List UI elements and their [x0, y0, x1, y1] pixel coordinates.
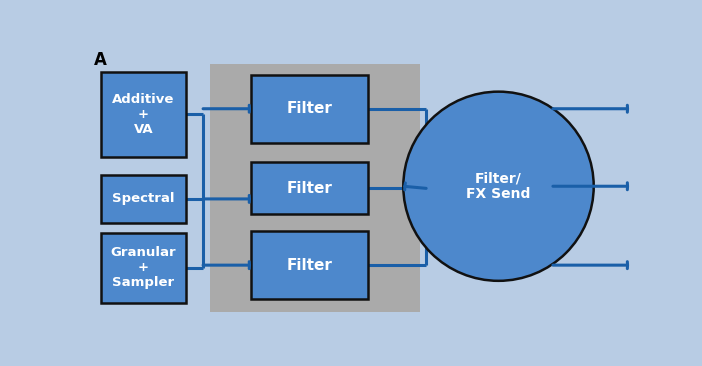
- Text: Filter: Filter: [286, 101, 332, 116]
- FancyBboxPatch shape: [101, 72, 185, 157]
- Ellipse shape: [403, 92, 594, 281]
- FancyBboxPatch shape: [251, 162, 368, 214]
- Text: Spectral: Spectral: [112, 193, 175, 205]
- FancyBboxPatch shape: [210, 64, 420, 312]
- FancyBboxPatch shape: [101, 175, 185, 223]
- Text: A: A: [94, 51, 107, 69]
- Text: Filter: Filter: [286, 181, 332, 196]
- Text: Filter/
FX Send: Filter/ FX Send: [466, 171, 531, 201]
- Text: Additive
+
VA: Additive + VA: [112, 93, 175, 136]
- FancyBboxPatch shape: [251, 75, 368, 143]
- Text: Filter: Filter: [286, 258, 332, 273]
- FancyBboxPatch shape: [251, 231, 368, 299]
- Text: Granular
+
Sampler: Granular + Sampler: [111, 246, 176, 290]
- FancyBboxPatch shape: [101, 233, 185, 303]
